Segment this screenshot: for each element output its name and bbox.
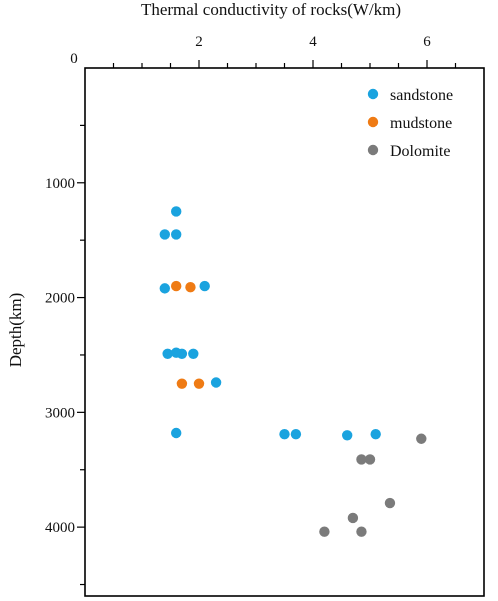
y-tick-label: 1000 <box>45 176 75 192</box>
point-sandstone <box>171 229 182 240</box>
point-sandstone <box>171 427 182 439</box>
data-points <box>159 206 427 537</box>
y-axis-title: Depth(km) <box>6 293 25 368</box>
origin-label: 0 <box>70 51 78 67</box>
legend: sandstone mudstone Dolomite <box>367 87 453 160</box>
x-tick-label: 2 <box>195 34 203 50</box>
point-dolomite <box>356 454 367 465</box>
point-dolomite <box>356 526 367 537</box>
legend-label-mudstone: mudstone <box>390 115 452 132</box>
y-tick-label: 3000 <box>45 405 75 421</box>
y-axis-ticks: 1000 2000 3000 4000 <box>45 124 85 586</box>
point-mudstone <box>176 378 188 389</box>
legend-marker-sandstone <box>367 88 379 100</box>
point-mudstone <box>185 282 196 293</box>
point-mudstone <box>193 378 205 389</box>
point-dolomite <box>364 454 376 465</box>
y-tick-label: 4000 <box>45 520 75 536</box>
point-sandstone <box>370 428 381 440</box>
x-tick-label: 4 <box>309 34 317 50</box>
point-sandstone <box>188 348 199 360</box>
point-sandstone <box>210 377 222 388</box>
point-dolomite <box>319 526 330 537</box>
y-tick-label: 2000 <box>45 291 75 307</box>
point-sandstone <box>159 283 170 294</box>
legend-marker-dolomite <box>367 144 379 156</box>
point-dolomite <box>384 497 396 509</box>
point-sandstone <box>176 348 188 360</box>
legend-label-dolomite: Dolomite <box>390 143 450 160</box>
point-sandstone <box>199 280 210 292</box>
point-sandstone <box>162 348 173 360</box>
point-dolomite <box>347 512 359 524</box>
point-sandstone <box>290 428 302 440</box>
point-dolomite <box>416 433 427 444</box>
point-sandstone <box>342 430 353 441</box>
x-axis-title: Thermal conductivity of rocks(W/km) <box>141 0 401 19</box>
point-sandstone <box>159 229 170 240</box>
legend-label-sandstone: sandstone <box>390 87 453 104</box>
x-axis-ticks: 2 4 6 <box>112 34 457 68</box>
point-sandstone <box>171 206 182 217</box>
point-sandstone <box>279 428 290 440</box>
x-tick-label: 6 <box>423 34 431 50</box>
point-mudstone <box>171 280 182 292</box>
legend-marker-mudstone <box>367 116 379 128</box>
